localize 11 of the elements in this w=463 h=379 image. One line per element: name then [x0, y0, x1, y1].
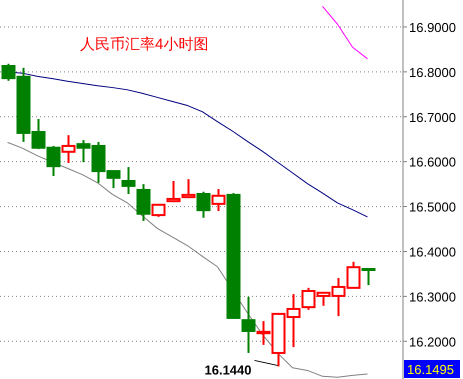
- text: 16.1495: [407, 362, 454, 377]
- y-tick-label: 16.5000: [409, 200, 456, 215]
- annotation: 16.1440: [204, 362, 252, 378]
- y-tick-label: 16.7000: [409, 110, 456, 125]
- y-tick-label: 16.6000: [409, 154, 456, 170]
- y-tick-label: 16.2000: [409, 334, 456, 350]
- y-tick-label: 16.8000: [409, 64, 456, 80]
- text: 人民币汇率4小时图: [80, 36, 208, 53]
- y-tick-label: 16.9000: [409, 20, 456, 35]
- y-tick-label: 16.3000: [409, 289, 456, 304]
- y-tick-label: 16.4000: [409, 244, 456, 260]
